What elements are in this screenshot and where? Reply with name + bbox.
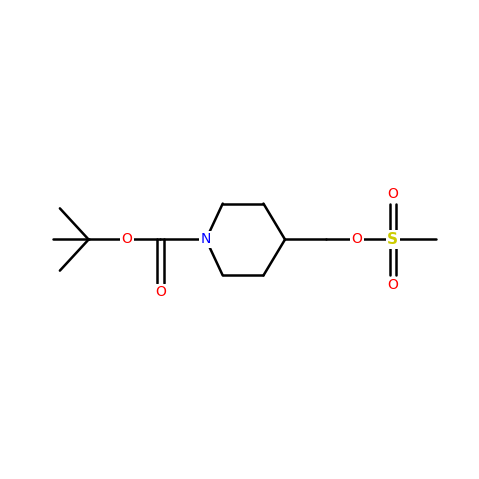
Text: O: O (352, 232, 362, 247)
Text: S: S (388, 232, 398, 247)
Text: O: O (388, 278, 398, 292)
Text: O: O (388, 187, 398, 201)
Text: O: O (122, 232, 132, 247)
Text: N: N (201, 232, 211, 247)
Text: O: O (155, 285, 166, 299)
